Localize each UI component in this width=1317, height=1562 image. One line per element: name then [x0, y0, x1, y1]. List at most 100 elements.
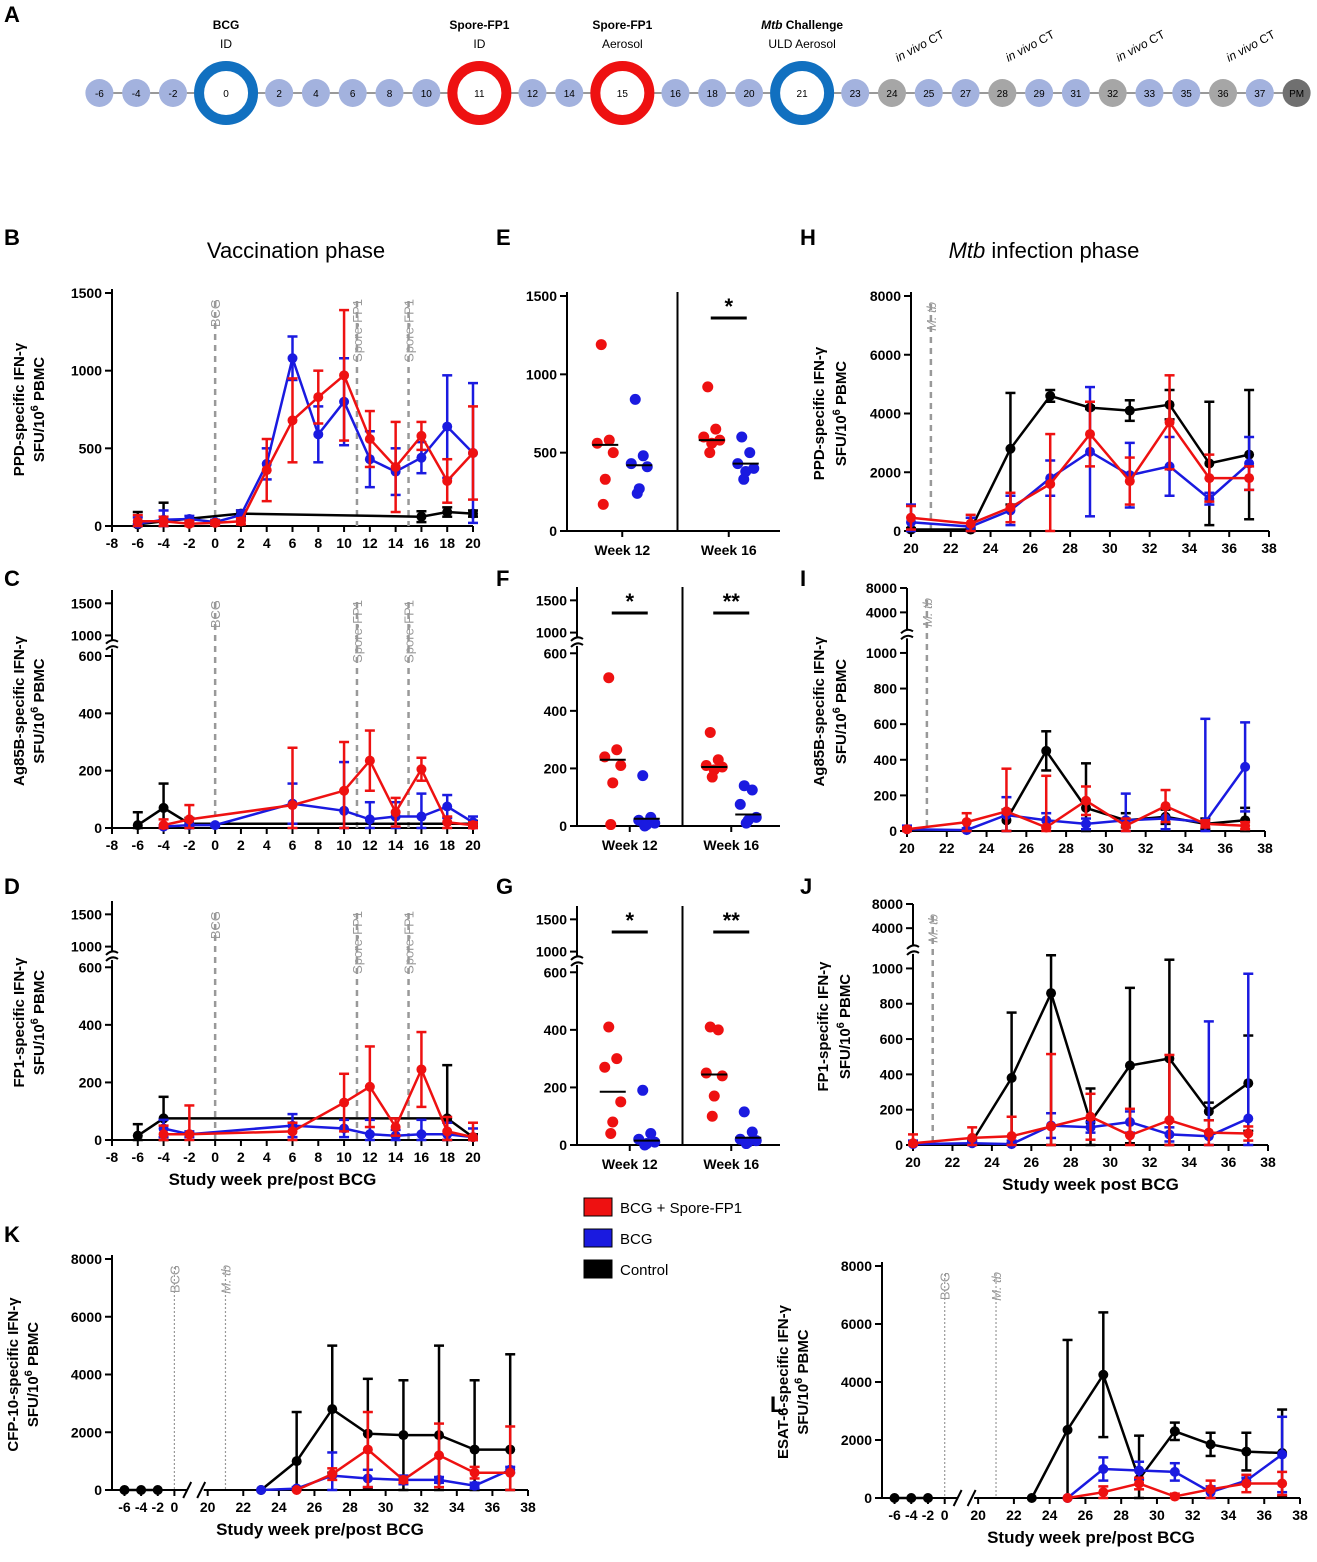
data-point	[327, 1469, 338, 1480]
x-tick-label: 0	[211, 535, 219, 551]
y-axis-label-line2: SFU/106 PBMC	[831, 659, 850, 764]
x-tick-label: 32	[1142, 1154, 1158, 1170]
timeline-week-label: 23	[850, 89, 862, 100]
legend-swatch-bcg	[583, 1228, 613, 1248]
timeline-event-ring	[590, 61, 655, 125]
data-point	[442, 1126, 453, 1137]
data-point	[625, 458, 637, 470]
category-label-week-12: Week 12	[602, 1156, 658, 1172]
timeline-week-label: 25	[923, 89, 935, 100]
data-point	[291, 1456, 302, 1467]
data-point	[611, 744, 623, 756]
axis-break-mark	[906, 944, 920, 950]
x-tick-label: 20	[200, 1499, 216, 1515]
data-point	[1200, 818, 1211, 829]
data-point	[591, 437, 603, 449]
data-point	[1045, 479, 1056, 489]
data-point	[1120, 820, 1131, 831]
data-point	[434, 1450, 445, 1461]
data-point	[740, 817, 752, 829]
y-tick-label: 4000	[841, 1374, 872, 1390]
data-point	[1277, 1478, 1288, 1489]
axis-break-mark	[105, 950, 119, 956]
y-axis-label-line1: Ag85B-specific IFN-γ	[811, 636, 828, 787]
data-point	[390, 807, 401, 818]
x-tick-label: 14	[388, 837, 404, 853]
timeline-week-dot	[914, 79, 943, 107]
timeline-week-label: 12	[527, 89, 539, 100]
panel-label: C	[4, 566, 20, 591]
axis-break-mark	[570, 961, 584, 967]
data-point	[184, 1129, 195, 1140]
data-point	[1124, 405, 1135, 416]
data-point	[1006, 1072, 1017, 1083]
data-point	[184, 814, 195, 825]
ylab-part: SFU/10	[31, 713, 48, 764]
y-tick-label: 1000	[536, 944, 567, 960]
x-tick-label: 10	[336, 837, 352, 853]
x-tick-label: 20	[899, 840, 915, 856]
x-tick-label: 34	[1178, 840, 1194, 856]
x-tick-label: 18	[439, 837, 455, 853]
event-label-bcg: BCG	[208, 299, 223, 327]
data-point	[398, 1474, 409, 1485]
y-tick-label: 4000	[866, 604, 897, 620]
series-bcg	[132, 335, 478, 529]
x-tick-label: -2	[183, 535, 196, 551]
axis-break-mark	[105, 956, 119, 962]
x-tick-label: 6	[289, 1149, 297, 1165]
x-tick-label: -2	[922, 1507, 935, 1523]
x-tick-label: 32	[1185, 1507, 1201, 1523]
axis-break-mark	[105, 645, 119, 651]
data-point	[702, 381, 714, 393]
data-point	[605, 1127, 617, 1139]
axis-break-gap	[907, 945, 919, 954]
axis-break-mark	[906, 950, 920, 956]
y-tick-label: 2000	[841, 1432, 872, 1448]
y-tick-label: 2000	[870, 464, 901, 480]
panel-label: F	[496, 566, 509, 591]
y-tick-label: 8000	[870, 288, 901, 304]
data-point	[639, 820, 651, 832]
ylab-sup: 6	[831, 409, 843, 415]
data-point	[603, 434, 615, 446]
x-tick-label: 36	[1221, 540, 1237, 556]
timeline-event-subtitle: ID	[220, 37, 232, 51]
category-label-week-12: Week 12	[602, 837, 658, 853]
x-tick-label: 28	[1063, 1154, 1079, 1170]
x-tick-label: 26	[307, 1499, 323, 1515]
data-point	[1205, 1484, 1216, 1495]
x-tick-label: 28	[1062, 540, 1078, 556]
data-point	[615, 1096, 627, 1108]
data-point	[210, 517, 221, 528]
event-label-bcg: BCG	[208, 600, 223, 628]
data-point	[637, 450, 649, 462]
data-point	[1026, 1493, 1037, 1503]
data-point	[1041, 745, 1052, 756]
y-tick-label: 0	[549, 523, 557, 539]
series-line	[894, 1371, 1283, 1500]
data-point	[712, 1024, 724, 1036]
data-point	[746, 784, 758, 796]
y-tick-label: 0	[559, 1137, 567, 1153]
x-tick-label: -6	[132, 1149, 145, 1165]
data-point	[704, 447, 716, 459]
timeline-week-dot	[841, 79, 870, 107]
timeline-ct-label: in vivo CT	[1003, 27, 1057, 65]
timeline-week-dot	[122, 79, 151, 107]
data-point	[734, 798, 746, 810]
data-point	[599, 1061, 611, 1073]
y-tick-label: 4000	[870, 406, 901, 422]
ylab-part: SFU/10	[837, 1028, 854, 1079]
event-label-spore-fp1: Spore-FP1	[350, 600, 365, 663]
x-tick-label: 28	[342, 1499, 358, 1515]
x-tick-label: 16	[414, 1149, 430, 1165]
x-tick-label: -8	[106, 535, 119, 551]
x-tick-label: 24	[271, 1499, 287, 1515]
timeline-week-dot	[412, 79, 441, 107]
event-label-m-tb: M. tb	[920, 598, 935, 627]
group-bcg-spore-fp1-week-12	[599, 672, 627, 831]
data-point	[364, 755, 375, 766]
panel-label: G	[496, 874, 513, 899]
x-tick-label: -4	[157, 1149, 170, 1165]
